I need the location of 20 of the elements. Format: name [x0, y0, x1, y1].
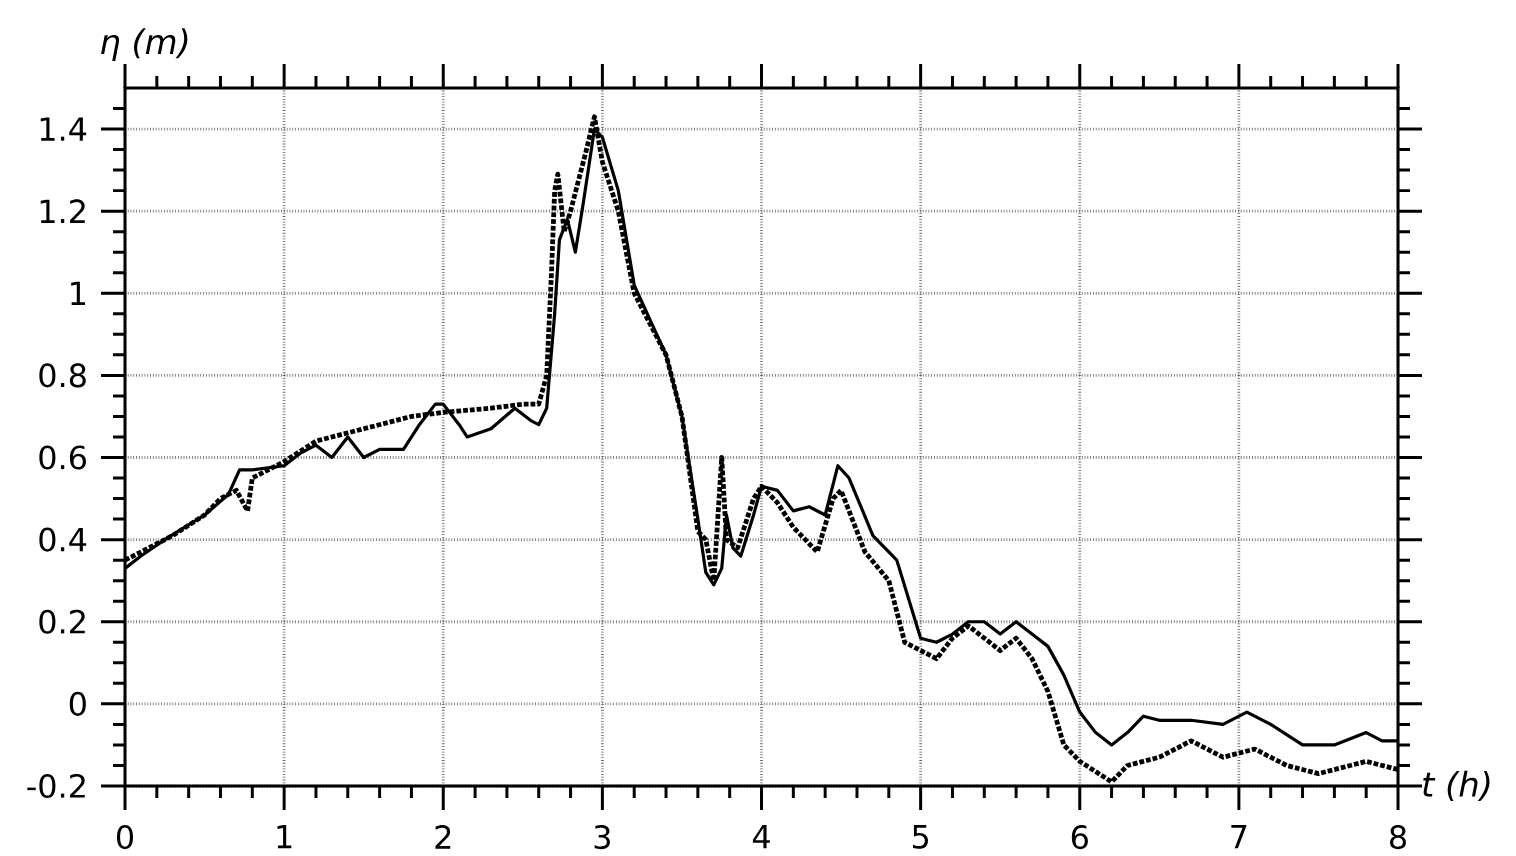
- x-tick-label: 5: [912, 825, 928, 849]
- x-axis-title: t (h): [1423, 770, 1490, 802]
- y-tick-label: 0.6: [39, 445, 86, 470]
- y-tick-label: 0: [69, 691, 86, 717]
- y-tick-label: -0.2: [27, 774, 85, 799]
- y-tick-label: 1.2: [40, 199, 85, 224]
- y-tick-label: 1.4: [40, 117, 87, 141]
- x-tick-label: 3: [594, 825, 610, 850]
- x-tick-label: 4: [752, 825, 770, 849]
- x-tick-label: 7: [1231, 825, 1247, 849]
- x-tick-label: 8: [1390, 825, 1406, 850]
- x-tick-label: 0: [116, 825, 134, 850]
- y-tick-label: 0.2: [39, 609, 85, 634]
- x-tick-label: 2: [435, 825, 451, 849]
- x-tick-label: 1: [277, 825, 292, 849]
- y-tick-label: 0.8: [39, 363, 86, 388]
- y-axis-title: η (m): [101, 28, 188, 62]
- y-tick-label: 0.4: [39, 527, 87, 552]
- x-tick-label: 6: [1071, 825, 1088, 850]
- y-tick-label: 1: [71, 281, 86, 305]
